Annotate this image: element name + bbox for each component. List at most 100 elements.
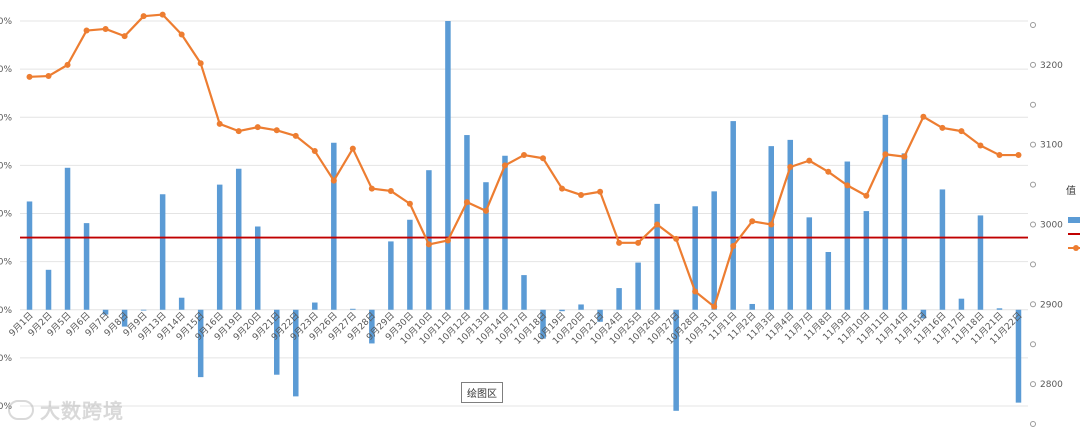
- plot-area-tooltip: 绘图区: [461, 382, 503, 403]
- bar: [502, 155, 508, 310]
- line-point: [482, 207, 489, 214]
- bar: [274, 309, 280, 375]
- line-series: [26, 11, 1022, 310]
- right-tick-label: 2900: [1040, 300, 1063, 310]
- bar: [635, 262, 641, 310]
- line-point: [844, 182, 851, 189]
- bar: [882, 114, 889, 310]
- bar: [312, 302, 318, 310]
- category-axis: 9月1日9月2日9月5日9月6日9月7日9月8日9月9日9月13日9月14日9月…: [7, 310, 1025, 347]
- bar: [844, 161, 851, 310]
- left-tick-label: 0%: [0, 306, 12, 316]
- right-tick-label: 2800: [1040, 380, 1063, 390]
- line-point: [463, 199, 470, 206]
- line-point: [692, 288, 699, 295]
- right-minor-tick-mark: [1030, 181, 1036, 188]
- bar: [863, 211, 870, 310]
- bar: [616, 288, 622, 310]
- line-point: [121, 33, 128, 40]
- bar: [939, 189, 946, 310]
- line-point: [235, 128, 242, 135]
- bar: [730, 121, 736, 310]
- bar: [578, 304, 584, 310]
- bar: [159, 194, 166, 310]
- line-point: [1015, 152, 1022, 159]
- legend-swatch-bar: [1068, 217, 1080, 223]
- line-point: [64, 61, 71, 68]
- bar: [901, 153, 908, 310]
- line-point: [597, 188, 604, 195]
- right-tick-mark: [1030, 221, 1036, 228]
- legend-swatch-marker: [1073, 245, 1079, 251]
- left-tick-label: 0%: [0, 258, 12, 268]
- bar: [920, 309, 927, 319]
- legend-swatches: [1068, 217, 1080, 251]
- left-axis: 0% 0% 0% 0% 0% 0% 0% 0% 0%: [0, 17, 12, 412]
- line-point: [920, 113, 927, 120]
- left-tick-label: 0%: [0, 161, 12, 171]
- bar-series: [26, 21, 1022, 411]
- line-point: [939, 124, 946, 131]
- bar: [673, 309, 679, 411]
- line-point: [425, 241, 432, 248]
- left-tick-label: 0%: [0, 17, 12, 27]
- bar: [388, 241, 394, 310]
- line-point: [863, 192, 870, 199]
- left-tick-label: 0%: [0, 354, 12, 364]
- right-tick-label: 3100: [1040, 141, 1063, 151]
- bar: [540, 309, 546, 339]
- right-minor-tick-mark: [1030, 101, 1036, 108]
- bar: [464, 135, 470, 310]
- bar: [692, 206, 698, 310]
- line-point: [958, 128, 965, 135]
- line-point: [197, 60, 204, 67]
- bar: [597, 309, 603, 322]
- line-point: [616, 239, 623, 246]
- bar: [64, 167, 71, 310]
- bar: [711, 191, 717, 310]
- bar: [26, 201, 33, 310]
- bar: [235, 168, 242, 310]
- line-point: [349, 145, 356, 152]
- bar: [806, 217, 813, 310]
- line-point: [673, 235, 680, 242]
- line-point: [559, 185, 566, 192]
- bar: [977, 215, 984, 310]
- bar: [216, 184, 223, 310]
- line-point: [330, 177, 337, 184]
- right-tick-mark: [1030, 61, 1036, 68]
- gridlines: [20, 20, 1028, 407]
- line-point: [901, 153, 908, 160]
- right-tick-label: 3200: [1040, 61, 1063, 71]
- line-point: [768, 221, 775, 228]
- bar: [83, 223, 90, 310]
- line-point: [787, 164, 794, 171]
- bar: [958, 298, 965, 310]
- line-point: [711, 303, 718, 310]
- bar: [825, 252, 832, 310]
- bar: [331, 142, 337, 310]
- line-point: [406, 200, 413, 207]
- line-point: [882, 151, 889, 158]
- line-point: [45, 73, 52, 80]
- line-point: [140, 13, 147, 20]
- bar: [254, 226, 261, 310]
- bar: [140, 309, 147, 311]
- line-point: [635, 239, 642, 246]
- bar: [45, 269, 52, 310]
- line-point: [578, 191, 585, 198]
- line-point: [749, 218, 756, 225]
- line-point: [806, 157, 813, 164]
- line-point: [387, 187, 394, 194]
- bar: [787, 139, 794, 310]
- line-point: [102, 25, 109, 32]
- watermark: 大数跨境: [8, 395, 124, 424]
- right-axis: 2800 2900 3000 3100 3200: [1030, 21, 1063, 427]
- bar: [102, 309, 109, 315]
- line-point: [501, 162, 508, 169]
- line-point: [730, 243, 737, 250]
- bar: [654, 203, 660, 310]
- bar: [426, 170, 432, 310]
- legend-title: 值: [1066, 186, 1076, 197]
